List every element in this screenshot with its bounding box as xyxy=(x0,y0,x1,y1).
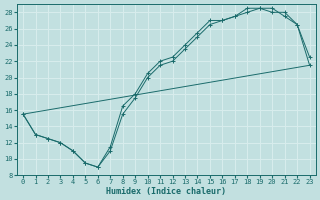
X-axis label: Humidex (Indice chaleur): Humidex (Indice chaleur) xyxy=(106,187,226,196)
